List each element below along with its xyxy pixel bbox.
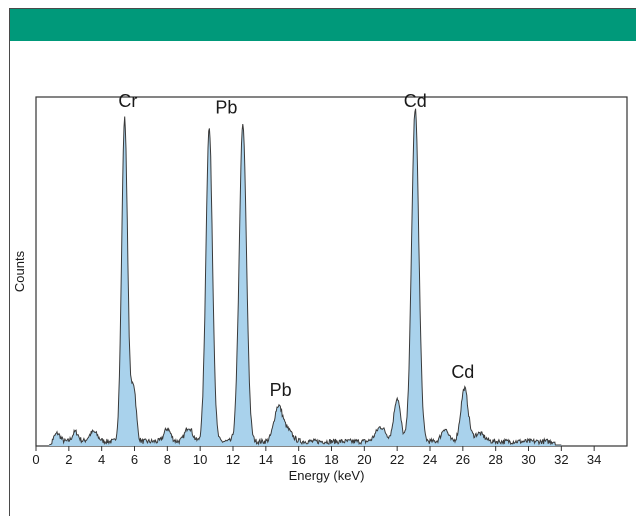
peak-labels: Cr Pb Pb Cd Cd [118,91,474,400]
y-axis-title: Counts [12,250,27,292]
x-tick-label: 8 [164,452,171,467]
x-tick-label: 30 [521,452,535,467]
x-axis-title: Energy (keV) [289,468,365,483]
x-tick-label: 12 [226,452,240,467]
x-tick-label: 10 [193,452,207,467]
x-tick-label: 0 [32,452,39,467]
header-bar [10,9,636,41]
peak-label: Cd [404,91,427,111]
x-tick-label: 22 [390,452,404,467]
peak-label: Cr [118,91,137,111]
x-tick-label: 18 [324,452,338,467]
x-tick-label: 16 [291,452,305,467]
x-tick-label: 4 [98,452,105,467]
x-tick-label: 6 [131,452,138,467]
x-tick-label: 20 [357,452,371,467]
peak-label: Cd [451,362,474,382]
x-tick-label: 28 [488,452,502,467]
x-tick-label: 34 [587,452,601,467]
x-tick-label: 32 [554,452,568,467]
x-tick-label: 2 [65,452,72,467]
spectrum-line [48,108,562,446]
x-tick-label: 26 [456,452,470,467]
x-tick-label: 24 [423,452,437,467]
peak-label: Pb [270,380,292,400]
x-tick-label: 14 [259,452,273,467]
x-axis: 0 2 4 6 8 10 12 14 16 18 20 22 24 26 28 30 32 34 [32,446,601,467]
peak-label: Pb [215,97,237,117]
